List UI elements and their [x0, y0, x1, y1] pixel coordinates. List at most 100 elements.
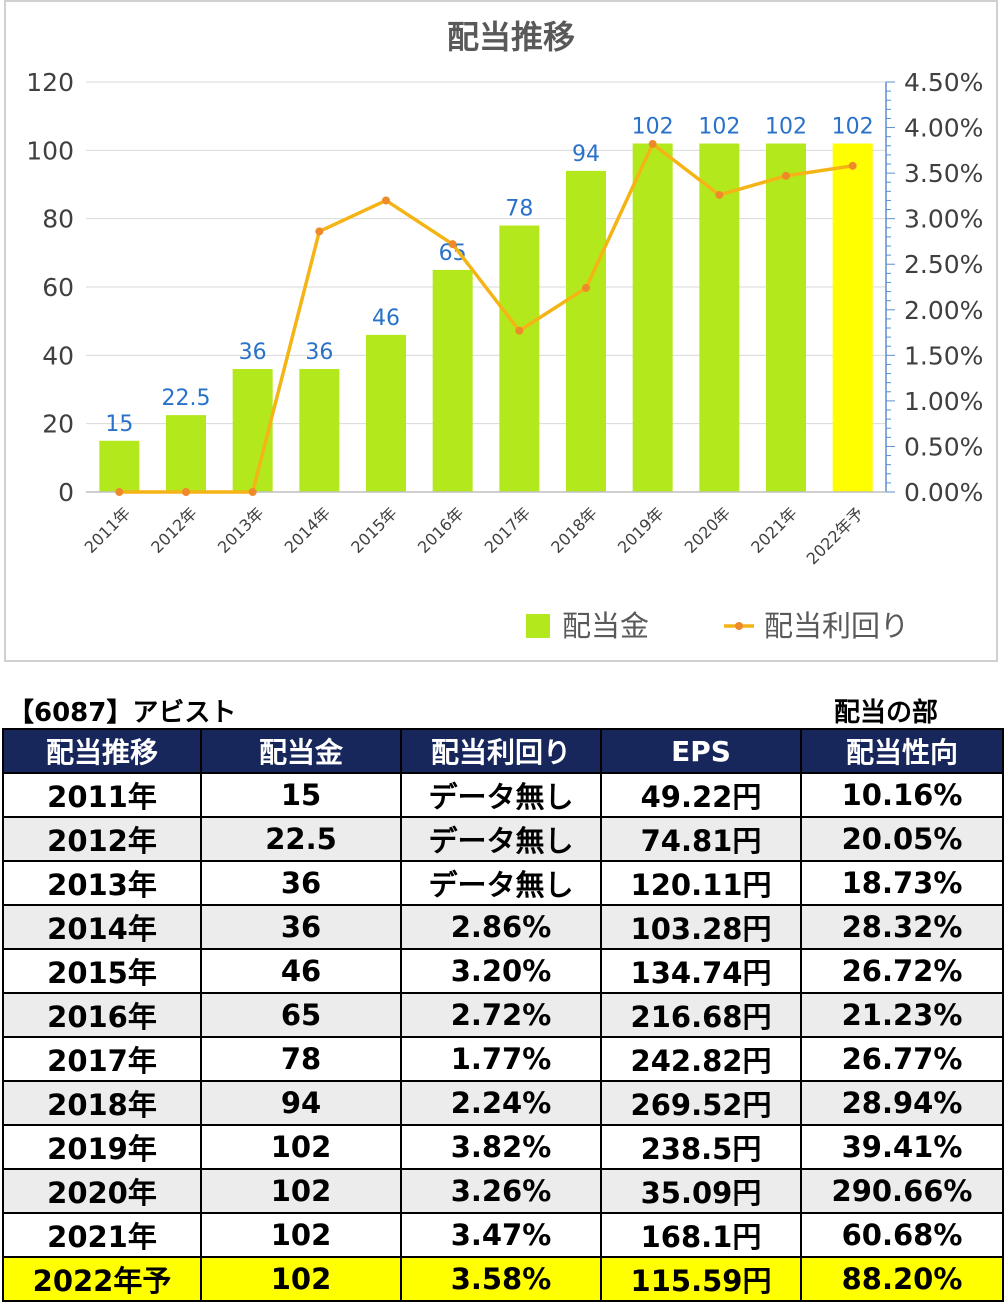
y-right-tick-label: 4.00%	[904, 114, 983, 143]
yield-point	[715, 190, 724, 199]
yield-point	[848, 161, 857, 170]
table-cell: 2.72%	[400, 992, 602, 1038]
y-right-tick-label: 0.00%	[904, 478, 983, 507]
table-cell: 46	[200, 948, 402, 994]
table-cell: 2013年	[2, 860, 202, 906]
y-right-tick-label: 4.50%	[904, 68, 983, 97]
x-tick-label: 2014年	[281, 503, 335, 557]
dividend-chart: 配当推移 0 20 40 60 80 100 120 0.00% 0.50% 1.00% 1.50% 2…	[26, 18, 983, 643]
y-left-tick-label: 0	[58, 478, 74, 507]
table-cell: 35.09円	[600, 1168, 802, 1214]
table-cell: 94	[200, 1080, 402, 1126]
x-tick-label: 2012年	[147, 503, 201, 557]
table-cell: 49.22円	[600, 772, 802, 818]
bar-data-label: 15	[105, 412, 133, 437]
column-header: EPS	[600, 728, 802, 774]
yield-point	[648, 139, 657, 148]
y-right-tick-label: 3.00%	[904, 205, 983, 234]
table-cell: 115.59円	[600, 1256, 802, 1302]
table-row: 2014年 36 2.86% 103.28円 28.32%	[2, 904, 1004, 950]
table-cell: 74.81円	[600, 816, 802, 862]
x-tick-label: 2020年	[681, 503, 735, 557]
bar	[99, 440, 140, 492]
table-cell: 216.68円	[600, 992, 802, 1038]
column-header: 配当性向	[800, 728, 1004, 774]
table-cell: 22.5	[200, 816, 402, 862]
bar	[499, 225, 540, 492]
table-cell: 269.52円	[600, 1080, 802, 1126]
table-cell: 102	[200, 1256, 402, 1302]
y-right-tick-label: 1.50%	[904, 341, 983, 370]
bar	[166, 415, 206, 492]
y-right-tick-label: 2.00%	[904, 296, 983, 325]
table-cell: データ無し	[400, 816, 602, 862]
table-cell: 102	[200, 1212, 402, 1258]
table-row: 2013年 36 データ無し 120.11円 18.73%	[2, 860, 1004, 906]
table-cell: 78	[200, 1036, 402, 1082]
bar	[232, 369, 273, 492]
bar	[299, 369, 340, 492]
table-row: 2022年予 102 3.58% 115.59円 88.20%	[2, 1256, 1004, 1302]
table-cell: 26.77%	[800, 1036, 1004, 1082]
x-tick-label: 2011年	[81, 503, 135, 557]
bar	[699, 143, 740, 492]
x-tick-label: 2013年	[214, 503, 268, 557]
table-cell: 2012年	[2, 816, 202, 862]
table-cell: 103.28円	[600, 904, 802, 950]
x-tick-label: 2022年予	[803, 503, 868, 568]
y-right-tick-label: 2.50%	[904, 250, 983, 279]
bar	[832, 143, 873, 492]
table-cell: 168.1円	[600, 1212, 802, 1258]
bar-data-label: 102	[832, 115, 874, 140]
table-row: 2012年 22.5 データ無し 74.81円 20.05%	[2, 816, 1004, 862]
table-cell: 15	[200, 772, 402, 818]
y-left-tick-label: 20	[42, 410, 74, 439]
bar-data-label: 102	[698, 115, 740, 140]
table-cell: 10.16%	[800, 772, 1004, 818]
bar-data-label: 22.5	[162, 386, 211, 411]
table-cell: 65	[200, 992, 402, 1038]
table-cell: 2022年予	[2, 1256, 202, 1302]
table-row: 2020年 102 3.26% 35.09円 290.66%	[2, 1168, 1004, 1214]
yield-point	[782, 171, 790, 180]
stock-title: 【6087】アビスト	[8, 698, 237, 728]
chart-panel: 配当推移 0 20 40 60 80 100 120 0.00% 0.50% 1.00% 1.50% 2…	[4, 0, 998, 662]
chart-title: 配当推移	[447, 18, 575, 56]
legend-bar-label: 配当金	[562, 609, 649, 643]
x-tick-label: 2021年	[747, 503, 801, 557]
bar	[632, 143, 673, 492]
table-cell: 290.66%	[800, 1168, 1004, 1214]
bar-data-label: 94	[572, 142, 600, 167]
table-cell: 36	[200, 860, 402, 906]
y-left-tick-label: 60	[42, 273, 74, 302]
table-cell: 28.32%	[800, 904, 1004, 950]
table-cell: 60.68%	[800, 1212, 1004, 1258]
bar-data-label: 78	[505, 197, 533, 222]
yield-point	[448, 240, 457, 249]
table-cell: 26.72%	[800, 948, 1004, 994]
bar-data-label: 36	[305, 340, 333, 365]
x-tick-label: 2019年	[614, 503, 668, 557]
section-subtitle: 配当の部	[834, 698, 939, 728]
bar	[566, 170, 606, 493]
table-cell: 2016年	[2, 992, 202, 1038]
table-cell: 36	[200, 904, 402, 950]
table-cell: 18.73%	[800, 860, 1004, 906]
bar	[766, 143, 806, 492]
table-row: 2015年 46 3.20% 134.74円 26.72%	[2, 948, 1004, 994]
table-row: 2021年 102 3.47% 168.1円 60.68%	[2, 1212, 1004, 1258]
legend-line-label: 配当利回り	[764, 609, 909, 643]
y-left-tick-label: 120	[26, 68, 74, 97]
table-cell: 39.41%	[800, 1124, 1004, 1170]
table-cell: 21.23%	[800, 992, 1004, 1038]
table-cell: 2.86%	[400, 904, 602, 950]
table-cell: 3.26%	[400, 1168, 602, 1214]
table-cell: 3.47%	[400, 1212, 602, 1258]
y-right-tick-label: 0.50%	[904, 432, 983, 461]
bar	[366, 334, 406, 492]
table-cell: データ無し	[400, 860, 602, 906]
yield-point	[582, 283, 590, 292]
legend-bar-swatch	[526, 614, 550, 638]
table-cell: 3.58%	[400, 1256, 602, 1302]
table-cell: 2021年	[2, 1212, 202, 1258]
